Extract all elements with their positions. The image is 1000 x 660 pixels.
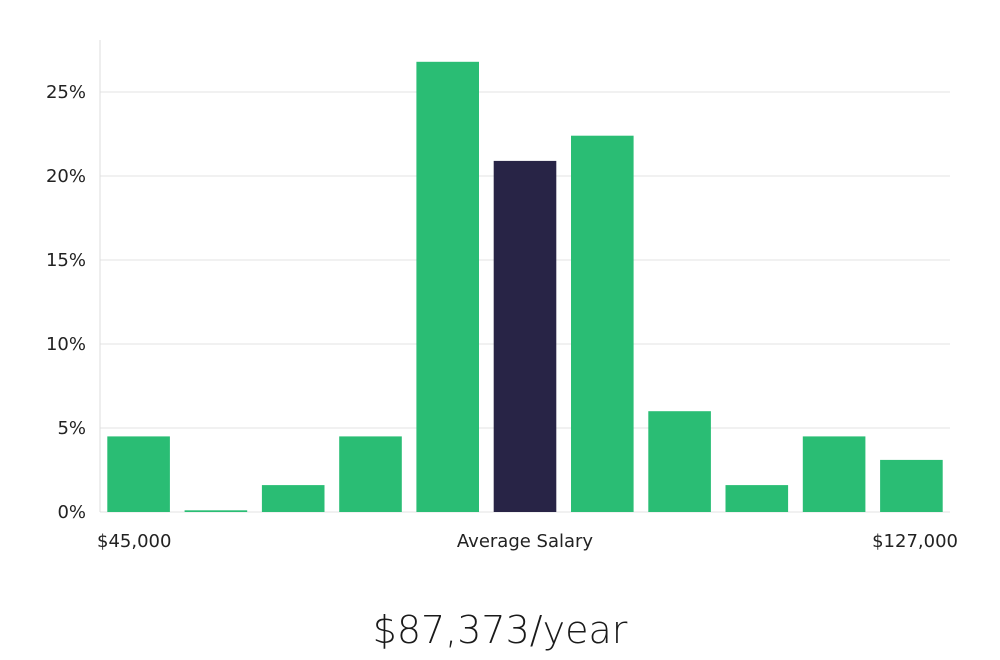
average-salary-bar — [493, 160, 557, 512]
bars — [107, 61, 943, 513]
y-tick-label: 10% — [46, 334, 86, 355]
salary-histogram: 0%5%10%15%20%25% $45,000 Average Salary … — [46, 40, 958, 552]
salary-bar — [802, 436, 866, 512]
y-tick-label: 20% — [46, 166, 86, 187]
x-range-min-label: $45,000 — [97, 531, 171, 552]
x-range-max-label: $127,000 — [872, 531, 958, 552]
y-tick-label: 0% — [57, 502, 86, 523]
y-axis-ticks: 0% 5% 10% 15% 20% 25% — [46, 82, 86, 523]
salary-bar — [725, 485, 789, 512]
salary-bar — [416, 61, 479, 513]
salary-bar — [184, 510, 248, 512]
y-tick-label: 25% — [46, 82, 86, 103]
y-tick-label: 15% — [46, 250, 86, 271]
salary-bar — [571, 135, 634, 512]
salary-bar — [107, 436, 170, 512]
y-tick-label: 5% — [57, 418, 86, 439]
salary-bar — [261, 485, 325, 512]
x-axis-title: Average Salary — [457, 531, 594, 552]
salary-bar — [880, 459, 943, 512]
salary-bar — [339, 436, 402, 512]
salary-bar — [648, 411, 711, 512]
average-salary-value: $87,373/year — [372, 608, 628, 652]
